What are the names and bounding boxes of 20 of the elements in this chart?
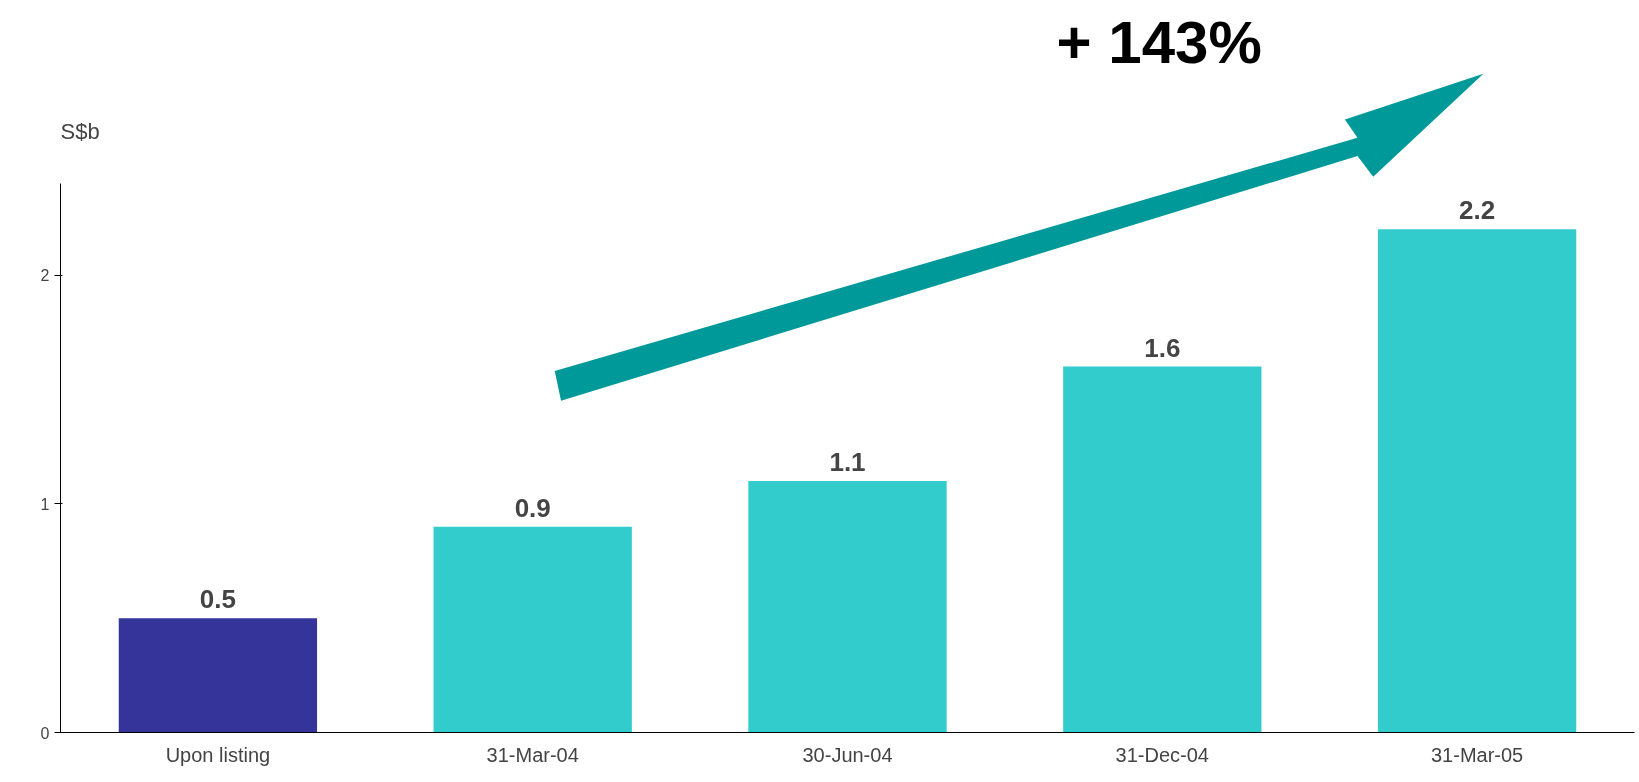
data-label: 0.5 [199, 584, 236, 615]
y-tick-label: 1 [40, 495, 50, 513]
data-label: 2.2 [1459, 195, 1496, 226]
bar [748, 480, 947, 733]
x-tick-label: 31-Mar-04 [486, 743, 579, 766]
x-tick-label: 31-Dec-04 [1115, 743, 1209, 766]
data-label: 0.9 [514, 492, 551, 523]
data-label: 1.1 [829, 446, 866, 477]
data-label: 1.6 [1144, 332, 1181, 363]
x-tick-label: Upon listing [165, 743, 271, 766]
x-tick-label: 30-Jun-04 [802, 743, 893, 766]
y-axis-title: S$b [60, 118, 100, 144]
bar [433, 526, 632, 733]
x-tick-label: 31-Mar-05 [1430, 743, 1524, 766]
y-tick-label: 0 [40, 724, 50, 742]
bar [118, 618, 318, 733]
y-tick-label: 2 [40, 267, 50, 284]
bar [1377, 229, 1577, 733]
bar [1063, 366, 1262, 733]
text: + 143% [1056, 8, 1262, 76]
